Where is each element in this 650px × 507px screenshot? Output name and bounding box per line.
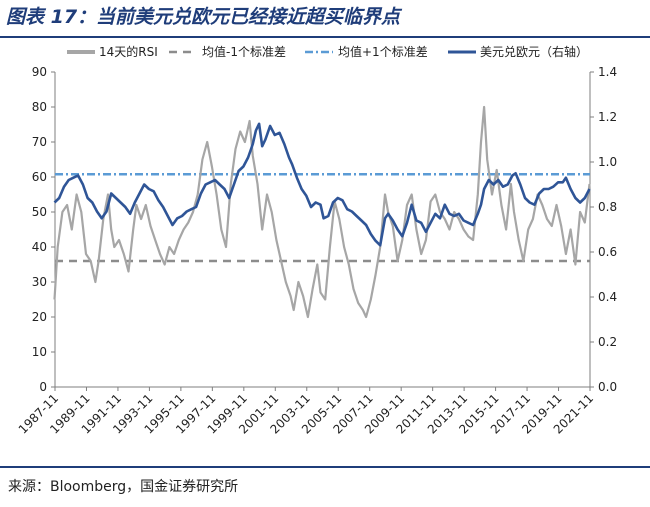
y-left-tick-label: 90 [32, 65, 47, 79]
axes: 0 10 20 30 40 50 60 70 80 90 0.0 0.2 0.4 0.6 0.8 1.0 1.2… [16, 65, 617, 437]
footer-rule [0, 466, 650, 468]
chart-title: 图表 17：当前美元兑欧元已经接近超买临界点 [6, 6, 401, 28]
usdeur-series-line [53, 122, 591, 247]
y-right-tick-label: 0.2 [598, 335, 617, 349]
y-left-tick-label: 10 [32, 345, 47, 359]
legend-label-mean-plus: 均值+1个标准差 [338, 44, 428, 59]
legend-label-mean-minus: 均值-1个标准差 [202, 44, 286, 59]
legend: 14天的RSI 均值-1个标准差 均值+1个标准差 美元兑欧元（右轴） [67, 44, 588, 59]
y-left-tick-label: 40 [32, 240, 47, 254]
y-right-tick-label: 1.0 [598, 155, 617, 169]
y-right-tick-label: 1.2 [598, 110, 617, 124]
reference-lines [55, 172, 590, 263]
y-left-tick-label: 30 [32, 275, 47, 289]
y-right-tick-label: 1.4 [598, 65, 617, 79]
y-left-tick-label: 20 [32, 310, 47, 324]
y-left-tick-label: 60 [32, 170, 47, 184]
line-chart: 14天的RSI 均值-1个标准差 均值+1个标准差 美元兑欧元（右轴） 0 10 2… [16, 44, 617, 437]
y-right-tick-label: 0.8 [598, 200, 617, 214]
legend-label-rsi: 14天的RSI [99, 44, 158, 59]
y-left-tick-label: 70 [32, 135, 47, 149]
source-note: 来源：Bloomberg，国金证券研究所 [8, 479, 239, 495]
legend-label-usdeur: 美元兑欧元（右轴） [480, 44, 588, 59]
title-rule [0, 36, 650, 38]
y-left-tick-label: 80 [32, 100, 47, 114]
y-right-tick-label: 0.4 [598, 290, 617, 304]
y-left-tick-label: 50 [32, 205, 47, 219]
y-right-tick-label: 0.0 [598, 380, 617, 394]
series-lines [53, 105, 591, 319]
y-right-tick-label: 0.6 [598, 245, 617, 259]
y-left-tick-label: 0 [39, 380, 47, 394]
